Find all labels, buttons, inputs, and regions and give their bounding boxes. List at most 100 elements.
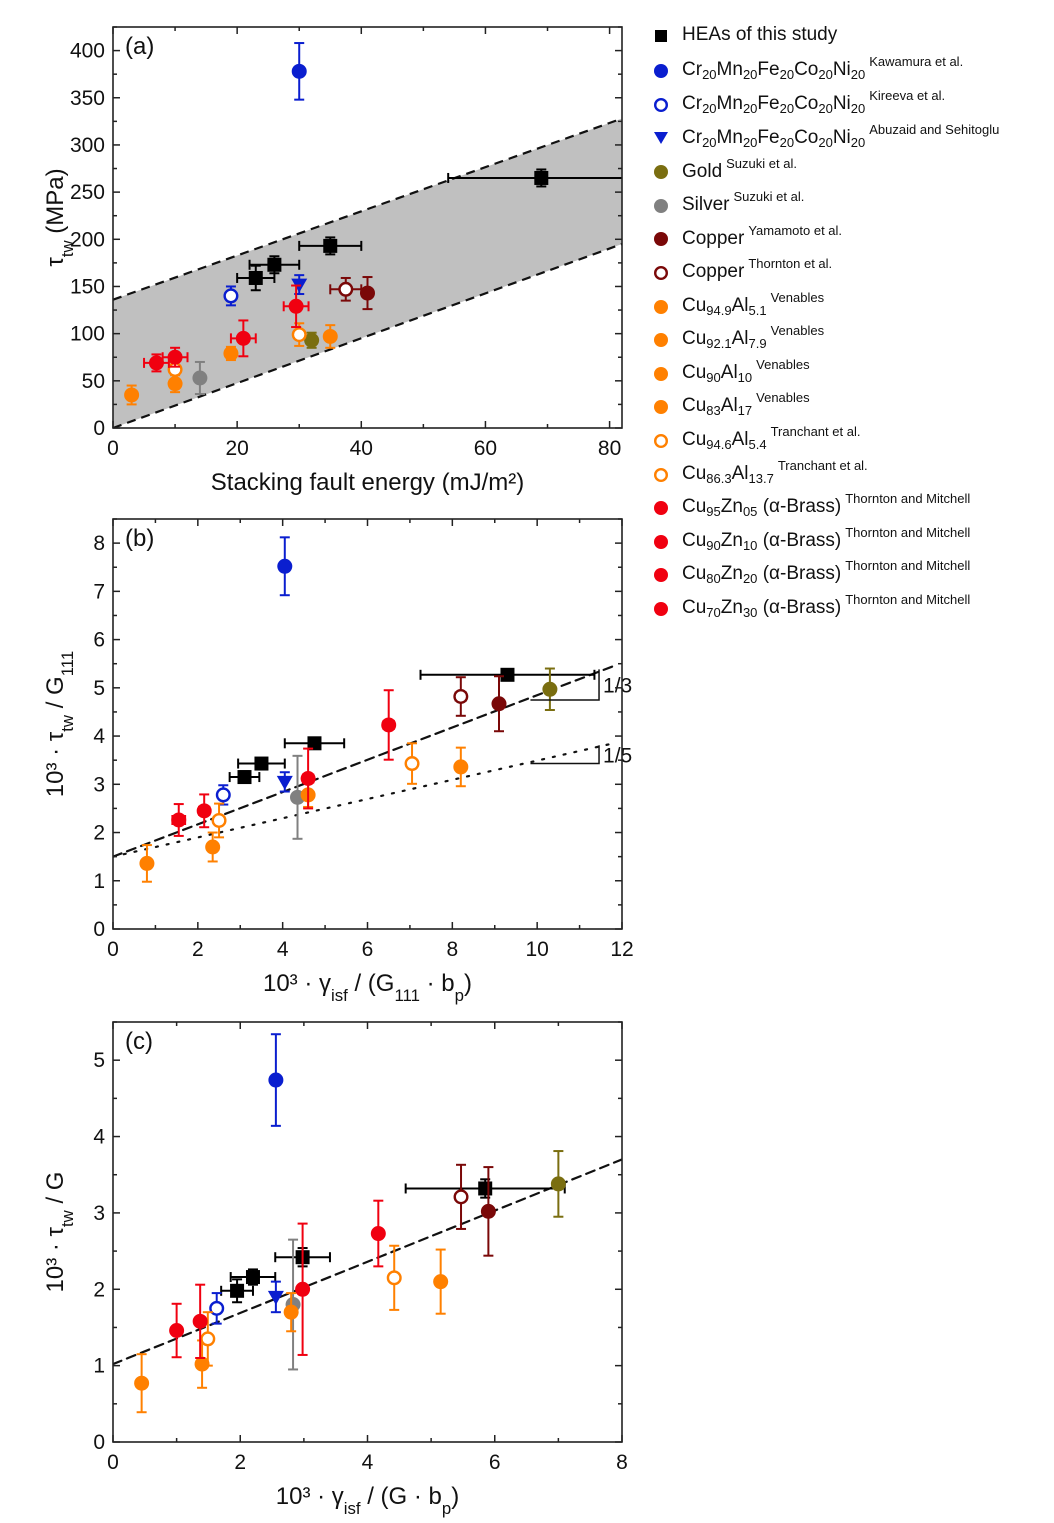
data-point-cantor_kir — [223, 285, 239, 307]
marker-gold — [542, 681, 558, 697]
y-tick-label: 5 — [93, 677, 105, 700]
legend-reference: Kawamura et al. — [869, 54, 964, 70]
legend-item-cual54: Cu94.6Al5.4Tranchant et al. — [650, 421, 999, 455]
marker-hea — [267, 257, 282, 272]
legend-item-brass30: Cu70Zn30 (α-Brass) Thornton and Mitchell — [650, 589, 999, 623]
data-point-hea — [220, 1278, 254, 1304]
marker-hea — [237, 770, 252, 785]
panel-a: 0 20 40 60 80 0 50 100 150 200 250 300 350 400 (a) Stac… — [42, 26, 623, 496]
marker-brass10 — [295, 1281, 311, 1297]
data-point-cu_thor — [453, 1163, 469, 1230]
legend-label: Copper Yamamoto et al. — [682, 222, 843, 249]
legend-reference: Thornton and Mitchell — [845, 491, 971, 507]
legend-item-cual79: Cu92.1Al7.9Venables — [650, 320, 999, 354]
circle-marker-icon — [650, 427, 672, 449]
dashed-fit-line — [113, 665, 615, 858]
marker-cual51 — [433, 1274, 449, 1290]
legend-item-cu_thor: Copper Thornton et al. — [650, 253, 999, 287]
marker-brass20 — [167, 349, 183, 365]
data-point-cual137 — [200, 1311, 216, 1367]
marker-cantor_abu — [267, 1290, 284, 1305]
circle-marker-icon — [650, 461, 672, 483]
marker-cantor_abu — [276, 775, 293, 790]
legend-label: Copper Thornton et al. — [682, 256, 833, 283]
y-tick-label: 400 — [70, 40, 105, 63]
plot-area — [113, 1033, 622, 1414]
marker-cual51 — [453, 759, 469, 775]
data-point-cual10 — [194, 1339, 210, 1389]
data-point-cual79 — [283, 1292, 299, 1333]
panel-c: 0 2 4 6 8 0 1 2 3 4 5 (c) 10³ · γisf / (G · bp) 10³ ·… — [42, 1021, 628, 1518]
marker-cual10 — [194, 1356, 210, 1372]
legend-label: Cu95Zn05 (α-Brass) Thornton and Mitchell — [682, 491, 971, 520]
legend-item-hea: HEAs of this study — [650, 18, 999, 52]
y-axis-label: 10³ · τtw / G111 — [42, 651, 77, 797]
marker-cu_yam — [491, 696, 507, 712]
legend-label: Cr20Mn20Fe20Co20Ni20Kireeva et al. — [682, 87, 946, 116]
legend-label: Cu90Zn10 (α-Brass) Thornton and Mitchell — [682, 524, 971, 553]
data-point-cantor_kaw — [277, 536, 293, 597]
marker-hea — [478, 1181, 493, 1196]
axes-frame — [112, 1021, 623, 1443]
data-point-cantor_kaw — [291, 42, 307, 101]
y-tick-label: 2 — [93, 822, 105, 845]
marker-brass10 — [300, 771, 316, 787]
marker-hea — [254, 756, 269, 771]
marker-cantor_kir — [209, 1300, 225, 1316]
legend-reference: Venables — [756, 356, 810, 372]
marker-silver — [192, 370, 208, 386]
band-lower-line — [113, 242, 622, 428]
y-tick-label: 4 — [93, 1126, 105, 1149]
marker-gold — [304, 332, 320, 348]
data-point-cantor_kir — [209, 1292, 225, 1325]
triangle-marker-icon — [650, 125, 672, 147]
circle-marker-icon — [650, 225, 672, 247]
circle-marker-icon — [650, 57, 672, 79]
data-point-cu_thor — [329, 276, 363, 302]
circle-marker-icon — [650, 158, 672, 180]
data-point-gold — [304, 331, 320, 349]
x-tick-label: 2 — [192, 938, 204, 961]
data-point-silver — [192, 360, 208, 396]
x-tick-label: 60 — [474, 437, 497, 460]
marker-gold — [550, 1176, 566, 1192]
data-point-cu_yam — [491, 675, 507, 733]
marker-brass20 — [192, 1313, 208, 1329]
data-point-hea — [298, 236, 363, 256]
marker-brass30 — [169, 1323, 185, 1339]
data-point-hea — [228, 770, 261, 785]
y-axis-label: τtw (MPa) — [42, 168, 77, 266]
marker-cual17 — [124, 387, 140, 403]
circle-marker-icon — [650, 595, 672, 617]
circle-marker-icon — [650, 494, 672, 516]
data-point-cual17 — [139, 844, 155, 883]
y-tick-label: 350 — [70, 87, 105, 110]
legend-label: Cu86.3Al13.7Tranchant et al. — [682, 457, 868, 486]
legend-item-brass05: Cu95Zn05 (α-Brass) Thornton and Mitchell — [650, 488, 999, 522]
data-point-cual54 — [291, 322, 307, 347]
marker-cual137 — [200, 1331, 216, 1347]
slope-triangle — [530, 669, 600, 701]
circle-marker-icon — [650, 528, 672, 550]
x-tick-label: 0 — [107, 437, 119, 460]
x-tick-label: 4 — [277, 938, 289, 961]
data-point-brass20 — [196, 793, 212, 829]
legend-label: Cr20Mn20Fe20Co20Ni20Kawamura et al. — [682, 54, 964, 83]
data-point-brass05 — [370, 1199, 386, 1268]
marker-cu_thor — [453, 1189, 469, 1205]
y-tick-label: 0 — [93, 1431, 105, 1454]
data-point-hea — [419, 667, 596, 682]
dashed-fit-line — [113, 1158, 622, 1366]
circle-marker-icon — [650, 293, 672, 315]
panel-label: (b) — [125, 525, 154, 552]
legend-item-cu_yam: Copper Yamamoto et al. — [650, 220, 999, 254]
circle-marker-icon — [650, 326, 672, 348]
circle-marker-icon — [650, 561, 672, 583]
legend-reference: Venables — [770, 323, 825, 339]
data-point-cual54 — [404, 742, 420, 785]
legend-label: HEAs of this study — [682, 23, 838, 45]
marker-cual54 — [291, 327, 307, 343]
y-tick-label: 0 — [93, 417, 105, 440]
legend-reference: Abuzaid and Sehitoglu — [869, 121, 1000, 137]
panel-label: (c) — [125, 1028, 153, 1055]
